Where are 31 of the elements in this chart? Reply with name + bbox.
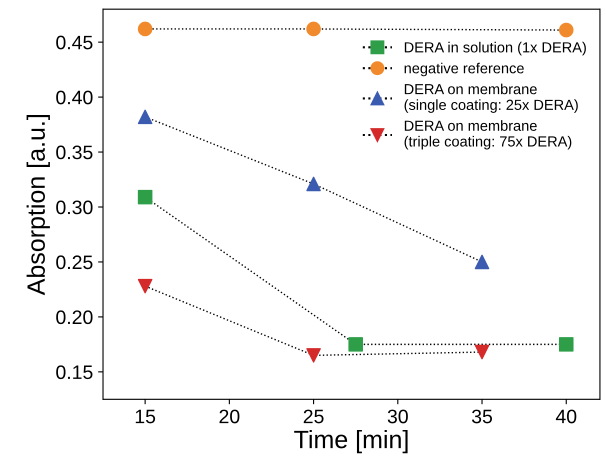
point [306, 176, 321, 192]
x-tick-label: 25 [304, 410, 324, 424]
point [558, 337, 574, 352]
y-tick-label: 0.25 [56, 255, 92, 270]
y-tick-label: 0.40 [56, 90, 93, 104]
y-tick-label: 0.35 [56, 146, 92, 160]
point [138, 190, 152, 204]
point [138, 278, 152, 294]
x-tick-label: 40 [556, 410, 576, 424]
x-tick-label: 20 [220, 410, 240, 424]
point [306, 348, 321, 363]
y-axis-title: Absorption [a.u.] [26, 115, 50, 296]
x-tick-label: 15 [136, 410, 156, 424]
legend-label: DERA in solution (1x DERA) [404, 42, 586, 56]
point [138, 110, 152, 124]
legend-label: DERA on membrane (triple coating: 75x DERA) [404, 120, 572, 150]
x-axis-title: Time [min] [294, 430, 408, 454]
point [474, 344, 490, 360]
point [138, 22, 152, 36]
y-tick-label: 0.45 [56, 36, 92, 50]
y-tick-label: 0.30 [56, 200, 93, 214]
x-tick-label: 30 [388, 410, 408, 424]
point [558, 22, 574, 38]
y-tick-label: 0.20 [56, 310, 93, 324]
legend-label: DERA on membrane (single coating: 25x DERA) [404, 84, 578, 113]
y-tick-label: 0.15 [56, 365, 92, 380]
point [306, 22, 321, 36]
point [474, 254, 490, 270]
legend-label: negative reference [404, 62, 524, 76]
x-tick-label: 35 [472, 410, 492, 424]
point [348, 337, 363, 352]
